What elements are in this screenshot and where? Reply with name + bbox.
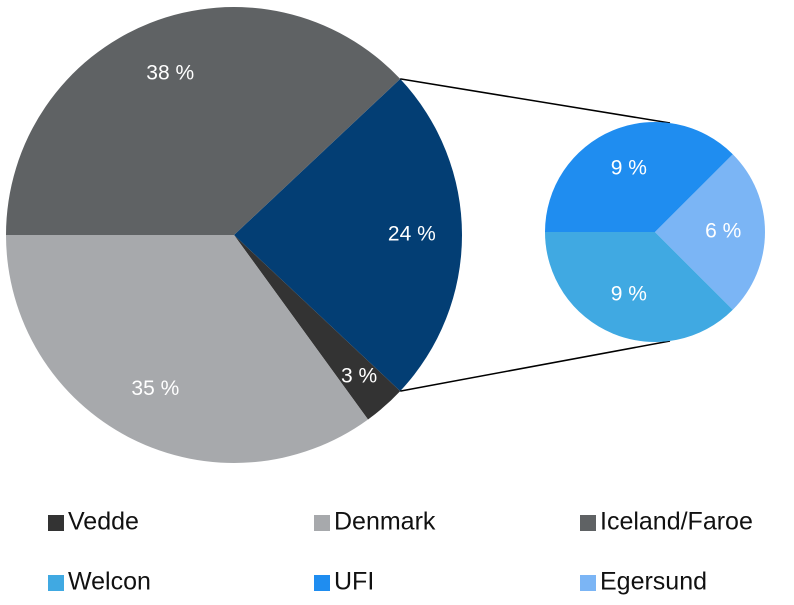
legend-label: Egersund	[600, 568, 707, 596]
legend-swatch	[314, 575, 330, 591]
connector	[400, 340, 671, 392]
connector	[400, 78, 671, 124]
legend-swatch	[48, 575, 64, 591]
legend-swatch	[580, 515, 596, 531]
legend-swatch	[580, 575, 596, 591]
data-label: 6 %	[705, 220, 741, 243]
legend-swatch	[48, 515, 64, 531]
data-label: 9 %	[611, 157, 647, 180]
legend-label: UFI	[334, 568, 374, 596]
data-label: 35 %	[131, 377, 179, 400]
pie-slice	[234, 78, 462, 392]
legend-label: Iceland/Faroe	[600, 508, 753, 536]
pie-slice	[6, 7, 401, 235]
data-label: 9 %	[611, 283, 647, 306]
pie-slice	[234, 235, 401, 420]
pie-slice	[545, 232, 733, 342]
legend-label: Vedde	[68, 508, 139, 536]
legend-swatch	[314, 515, 330, 531]
data-label: 3 %	[341, 364, 377, 387]
pie-slice	[6, 235, 369, 463]
pie-slice	[545, 121, 733, 232]
legend-label: Welcon	[68, 568, 151, 596]
pie-slice	[655, 154, 765, 310]
data-label: 38 %	[146, 61, 194, 84]
data-label: 24 %	[388, 223, 436, 246]
legend-label: Denmark	[334, 508, 436, 536]
